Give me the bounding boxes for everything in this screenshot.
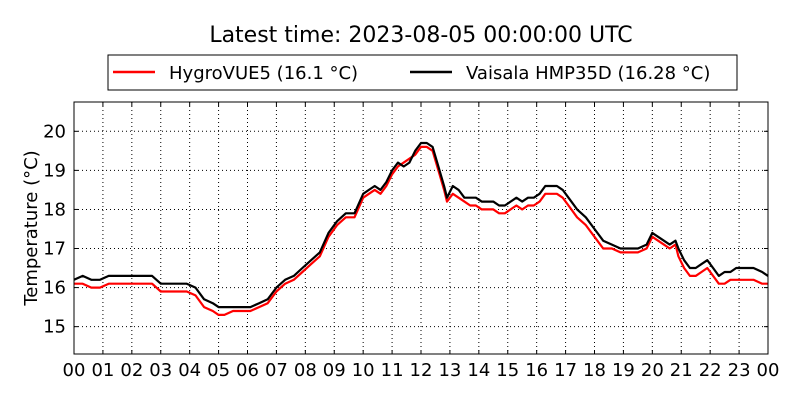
legend-label-hygrovue5: HygroVUE5 (16.1 °C)	[169, 63, 358, 84]
y-tick-label: 19	[43, 160, 66, 181]
x-tick-label: 21	[670, 360, 693, 381]
y-axis: 15 16 17 18 19 20	[43, 121, 768, 338]
x-tick-label: 17	[554, 360, 577, 381]
series-line-vaisala	[73, 141, 769, 309]
y-tick-label: 18	[43, 199, 66, 220]
x-tick-label: 02	[120, 360, 143, 381]
x-tick-label: 13	[438, 360, 461, 381]
x-tick-label: 06	[236, 360, 259, 381]
x-tick-label: 22	[699, 360, 722, 381]
x-tick-label: 19	[612, 360, 635, 381]
y-tick-label: 17	[43, 239, 66, 260]
plot-frame	[73, 101, 769, 355]
y-tick-label: 16	[43, 278, 66, 299]
x-tick-label: 20	[641, 360, 664, 381]
y-tick-label: 15	[43, 317, 66, 338]
x-tick-label: 16	[525, 360, 548, 381]
x-tick-label: 15	[496, 360, 519, 381]
x-tick-label: 11	[381, 360, 404, 381]
x-tick-label: 00	[757, 360, 780, 381]
x-tick-label: 04	[178, 360, 201, 381]
x-tick-label: 23	[728, 360, 751, 381]
x-tick-label: 05	[207, 360, 230, 381]
x-axis: 00 01 02 03 04 05 06 07 08 09 10 11 12 13 14 15 16 17 18 19…	[63, 102, 780, 381]
y-axis-label: Temperature (°C)	[21, 150, 42, 306]
x-tick-label: 07	[265, 360, 288, 381]
x-tick-label: 12	[410, 360, 433, 381]
chart-title: Latest time: 2023-08-05 00:00:00 UTC	[209, 23, 632, 48]
legend-label-vaisala: Vaisala HMP35D (16.28 °C)	[466, 63, 710, 84]
x-tick-label: 14	[467, 360, 490, 381]
legend: HygroVUE5 (16.1 °C) Vaisala HMP35D (16.2…	[107, 54, 738, 91]
series-line-hygrovue5	[74, 145, 768, 316]
x-tick-label: 03	[149, 360, 172, 381]
x-tick-label: 09	[323, 360, 346, 381]
series-group	[73, 141, 769, 316]
x-tick-label: 00	[63, 360, 86, 381]
x-tick-label: 01	[91, 360, 114, 381]
x-tick-label: 10	[352, 360, 375, 381]
y-tick-label: 20	[43, 121, 66, 142]
x-tick-label: 08	[294, 360, 317, 381]
grid	[74, 102, 768, 354]
x-tick-label: 18	[583, 360, 606, 381]
